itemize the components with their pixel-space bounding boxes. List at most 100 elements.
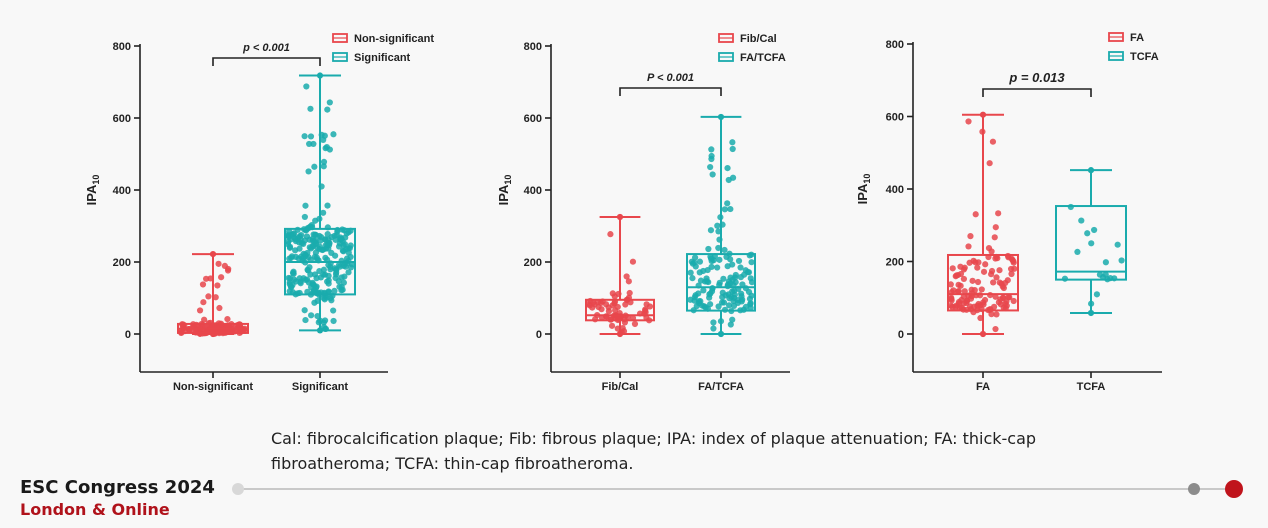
- p-value-label: P < 0.001: [647, 72, 694, 84]
- data-point: [296, 275, 303, 282]
- data-point: [995, 299, 1002, 306]
- data-point: [307, 105, 314, 112]
- legend-label: Fib/Cal: [740, 33, 777, 45]
- y-axis-label: IPA10: [855, 174, 872, 205]
- data-point: [224, 315, 231, 323]
- data-point: [320, 295, 327, 302]
- data-point: [308, 222, 315, 229]
- data-point: [967, 295, 975, 302]
- data-point: [993, 274, 1000, 281]
- data-point: [200, 299, 207, 306]
- y-tick-label: 200: [113, 257, 131, 269]
- data-point: [308, 312, 315, 319]
- data-point: [985, 245, 993, 252]
- data-point: [1088, 240, 1095, 247]
- data-point: [631, 320, 639, 328]
- data-point: [992, 255, 999, 262]
- data-point: [316, 243, 324, 250]
- data-point: [721, 206, 728, 213]
- data-point: [331, 287, 338, 294]
- chart-panel-1: 0 200 400 600 800 IPA10 Non-significant Signifi…: [84, 33, 434, 393]
- data-point: [313, 275, 320, 282]
- data-point: [967, 233, 974, 240]
- x-tick-label: TCFA: [1077, 381, 1106, 393]
- data-point: [325, 272, 332, 279]
- series-fa-tcfa: [686, 113, 756, 338]
- data-point: [311, 238, 318, 245]
- data-point: [625, 278, 632, 285]
- data-point: [602, 301, 610, 308]
- data-point: [721, 246, 728, 254]
- data-point: [1006, 294, 1013, 301]
- data-point: [949, 303, 956, 311]
- data-point: [947, 281, 954, 288]
- data-point: [311, 163, 318, 170]
- data-point: [296, 245, 303, 252]
- data-point: [992, 293, 999, 300]
- data-point: [727, 274, 734, 281]
- y-tick-label: 800: [113, 41, 131, 53]
- p-value-label: p = 0.013: [1008, 70, 1065, 85]
- data-point: [955, 281, 962, 288]
- chart-panel-3: 0 200 400 600 800 IPA10 FA TCFA FA TCFA p = 0.013: [855, 32, 1162, 393]
- data-point: [747, 304, 754, 311]
- data-point: [691, 254, 699, 261]
- data-point: [611, 300, 618, 307]
- box-iqr: [686, 253, 756, 312]
- data-point: [708, 155, 715, 163]
- data-point: [729, 316, 736, 323]
- x-tick-label: Significant: [292, 381, 349, 393]
- data-point: [978, 286, 985, 293]
- data-point: [1002, 300, 1009, 307]
- data-point: [992, 325, 999, 333]
- data-point: [729, 145, 736, 153]
- data-point: [961, 288, 968, 295]
- caption-line-1: Cal: fibrocalcification plaque; Fib: fib…: [271, 429, 1037, 448]
- data-point: [1114, 241, 1121, 248]
- data-point: [957, 263, 964, 270]
- data-point: [729, 261, 736, 268]
- data-point: [727, 205, 734, 213]
- data-point: [326, 146, 333, 153]
- y-tick-label: 600: [524, 113, 542, 125]
- data-point: [724, 200, 731, 207]
- data-point: [218, 274, 225, 281]
- data-point: [1010, 297, 1017, 305]
- box-iqr: [585, 298, 655, 322]
- data-point: [629, 258, 637, 265]
- box-iqr: [947, 253, 1019, 312]
- data-point: [977, 314, 984, 322]
- progress-current-dot[interactable]: [1225, 480, 1243, 498]
- data-point: [988, 271, 995, 278]
- y-tick-label: 600: [113, 113, 131, 125]
- data-point: [324, 278, 331, 285]
- data-point: [289, 269, 297, 277]
- x-tick-label: Non-significant: [173, 381, 253, 393]
- data-point: [742, 285, 749, 292]
- data-point: [725, 176, 732, 184]
- data-point: [305, 267, 312, 274]
- data-point: [702, 278, 709, 285]
- data-point: [710, 319, 717, 326]
- data-point: [708, 263, 715, 271]
- data-point: [623, 273, 630, 280]
- progress-previous-dot[interactable]: [1188, 483, 1200, 495]
- data-point: [585, 300, 592, 308]
- data-point: [202, 275, 210, 282]
- data-point: [707, 227, 715, 234]
- data-point: [306, 244, 313, 251]
- data-point: [732, 271, 739, 279]
- y-tick-label: 200: [886, 257, 904, 269]
- data-point: [695, 298, 703, 305]
- data-point: [316, 267, 323, 275]
- data-point: [205, 293, 212, 300]
- data-point: [626, 289, 633, 297]
- data-point: [215, 260, 222, 267]
- data-point: [958, 296, 965, 304]
- data-point: [332, 252, 339, 259]
- data-point: [727, 321, 734, 328]
- data-point: [986, 160, 993, 167]
- data-point: [960, 275, 967, 283]
- caption-line-2: fibroatheroma; TCFA: thin-cap fibroather…: [271, 454, 634, 473]
- data-point: [301, 213, 308, 221]
